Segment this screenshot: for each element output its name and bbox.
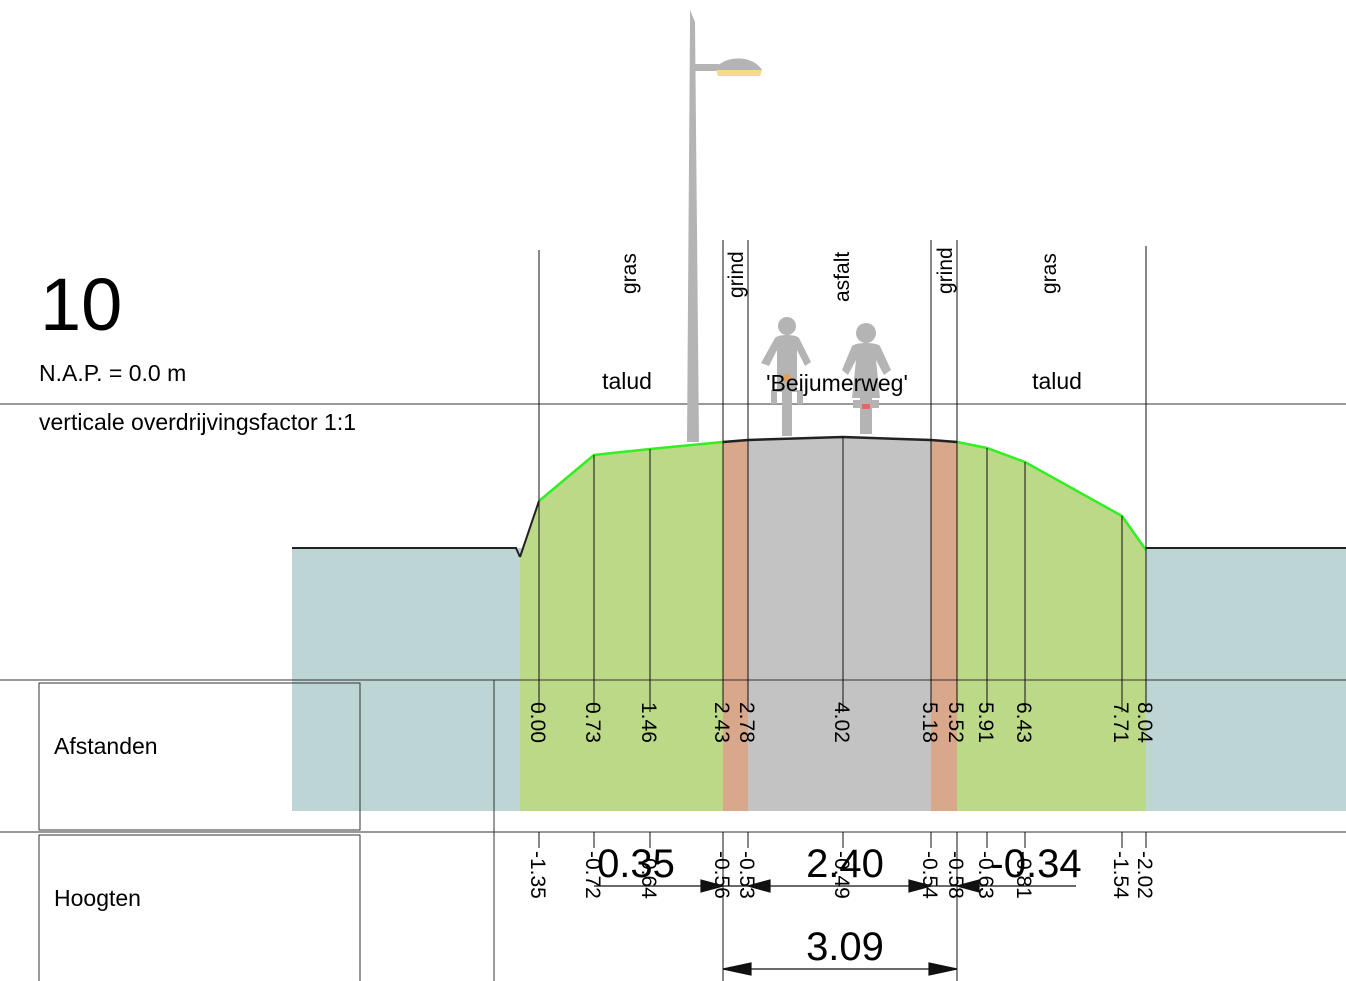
street-lamp-icon: [687, 10, 762, 442]
row-label-distances: Afstanden: [54, 733, 158, 759]
gravel-right-area: [931, 440, 957, 811]
zone-label: talud: [602, 368, 652, 394]
height-value: -2.02: [1133, 851, 1156, 899]
distance-labels: 0.00 0.73 1.46 2.43 2.78 4.02 5.18 5.52 5.91 6.43…: [526, 702, 1156, 743]
distance-value: 0.73: [581, 702, 604, 743]
height-value: -0.72: [581, 851, 604, 899]
distance-value: 5.18: [918, 702, 941, 743]
distance-value: 1.46: [637, 702, 660, 743]
distance-value: 2.78: [735, 702, 758, 743]
row-label-heights: Hoogten: [54, 885, 141, 911]
row-label-box-2: [38, 834, 361, 981]
nap-label: N.A.P. = 0.0 m: [39, 360, 186, 386]
surface-label: asfalt: [831, 252, 854, 302]
slope-toe-left: [519, 500, 540, 558]
moped-rider-icon: [842, 323, 891, 434]
distance-value: 5.52: [944, 702, 967, 743]
height-ticks: [538, 832, 1147, 981]
height-value: -0.53: [735, 851, 758, 899]
ground-line-left: [292, 547, 521, 558]
dimension-left-width: 0.35: [597, 842, 675, 886]
profile-number: 10: [40, 263, 122, 346]
grass-right-area: [957, 442, 1146, 811]
cyclist-icon: [761, 317, 811, 436]
surface-label: gras: [618, 253, 641, 294]
distance-value: 2.43: [710, 702, 733, 743]
dimension-right-width: -0.34: [990, 842, 1081, 886]
dimension-arrows: [594, 879, 1076, 976]
height-value: -1.54: [1109, 851, 1132, 899]
height-value: -0.63: [974, 851, 997, 899]
surface-label: grind: [725, 251, 748, 298]
height-value: -0.64: [637, 851, 660, 899]
asphalt-area: [748, 437, 931, 811]
grass-edge-left: [538, 440, 724, 502]
height-value: -0.56: [710, 851, 733, 899]
height-value: -1.35: [526, 851, 549, 899]
distance-value: 8.04: [1133, 702, 1156, 743]
distance-value: 0.00: [526, 702, 549, 743]
distance-value: 7.71: [1109, 702, 1132, 743]
row-label-box-1: [38, 682, 361, 831]
zone-label: 'Beijumerweg': [766, 370, 908, 396]
grass-left-area: [520, 442, 723, 811]
surface-label: gras: [1038, 253, 1061, 294]
height-value: -0.81: [1012, 851, 1035, 899]
height-value: -0.58: [944, 851, 967, 899]
height-value: -0.49: [830, 851, 853, 899]
distance-value: 6.43: [1012, 702, 1035, 743]
height-value: -0.54: [918, 851, 941, 899]
factor-label: verticale overdrijvingsfactor 1:1: [39, 409, 356, 435]
gravel-left-area: [723, 440, 748, 811]
dimension-road-width: 2.40: [806, 842, 884, 886]
distance-value: 5.91: [974, 702, 997, 743]
distance-value: 4.02: [830, 702, 853, 743]
dimension-total-width: 3.09: [806, 925, 884, 969]
surface-label: grind: [934, 247, 957, 294]
zone-label: talud: [1032, 368, 1082, 394]
